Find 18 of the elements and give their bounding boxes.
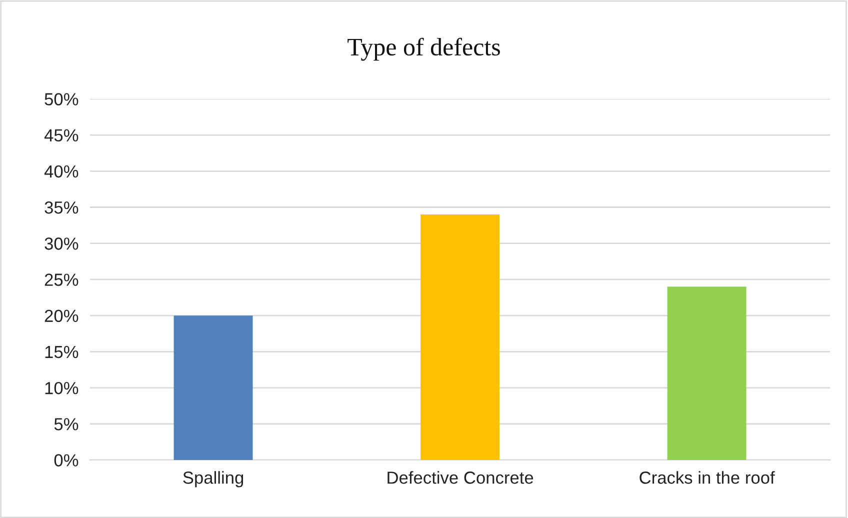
y-tick-label: 25%	[44, 274, 78, 286]
y-tick-label: 45%	[44, 129, 78, 142]
y-tick-label: 20%	[44, 310, 78, 322]
bar	[667, 286, 746, 460]
bar	[420, 214, 500, 460]
x-tick-label: Spalling	[183, 471, 244, 488]
y-tick-label: 5%	[54, 418, 78, 430]
y-tick-label: 40%	[44, 165, 78, 178]
y-tick-label: 50%	[44, 93, 78, 106]
y-tick-label: 15%	[45, 346, 78, 358]
chart-title: Type of defects	[348, 38, 500, 61]
bar	[174, 316, 253, 460]
x-tick-label: Defective Concrete	[388, 471, 534, 484]
y-tick-label: 30%	[44, 238, 78, 250]
y-tick-label: 10%	[45, 382, 78, 394]
y-tick-label: 35%	[44, 201, 78, 214]
y-tick-label: 0%	[54, 454, 78, 466]
x-tick-label: Cracks in the roof	[640, 471, 775, 484]
